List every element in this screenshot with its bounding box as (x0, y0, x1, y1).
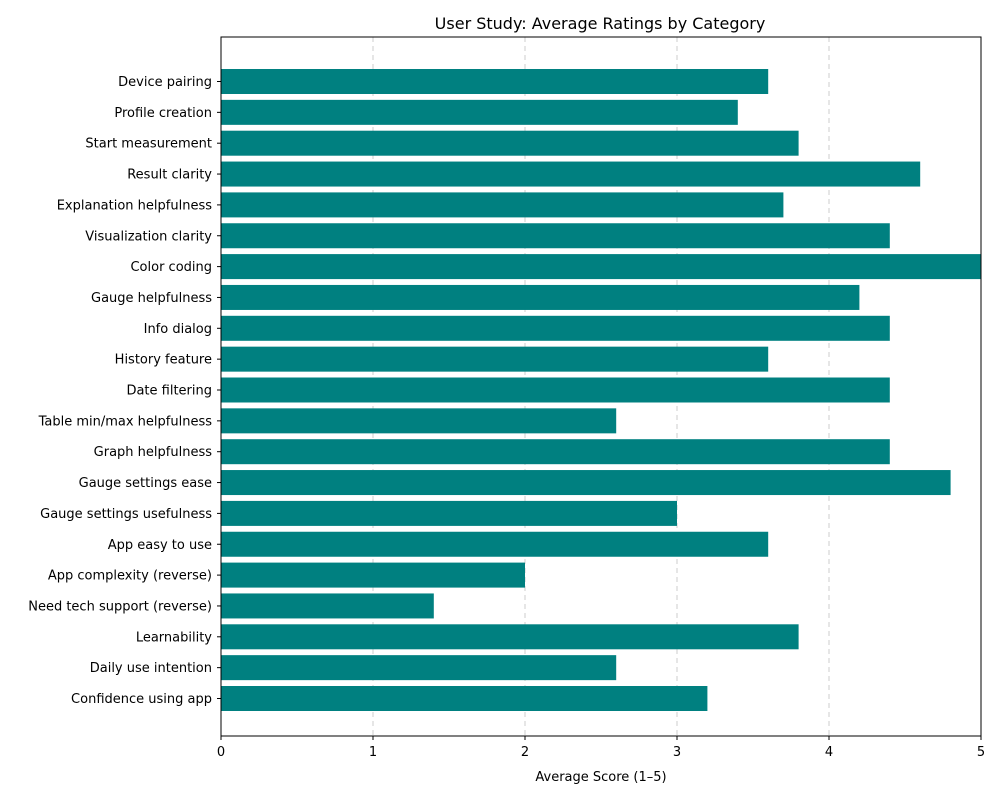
x-tick-label: 4 (825, 745, 833, 760)
x-tick-label: 2 (521, 745, 529, 760)
y-tick-label: Confidence using app (71, 692, 212, 707)
x-tick-label: 1 (369, 745, 377, 760)
y-tick-label: Date filtering (126, 384, 212, 399)
x-tick-label: 3 (673, 745, 681, 760)
bar (221, 161, 921, 187)
bar (221, 470, 951, 496)
bars (221, 69, 981, 711)
y-tick-label: Result clarity (127, 168, 212, 183)
bar (221, 223, 890, 249)
bar (221, 562, 525, 588)
plot-frame (220, 36, 982, 737)
y-tick-label: Need tech support (reverse) (28, 599, 212, 614)
y-tick-label: Gauge helpfulness (91, 291, 212, 306)
bar (221, 655, 617, 681)
y-tick-label: Start measurement (85, 137, 212, 152)
y-tick-label: Graph helpfulness (94, 445, 213, 460)
bar (221, 624, 799, 650)
bar (221, 130, 799, 156)
bar (221, 408, 617, 434)
y-tick-label: Gauge settings ease (79, 476, 212, 491)
bar (221, 192, 784, 218)
x-tick-label: 0 (217, 745, 225, 760)
y-tick-label: Color coding (130, 260, 212, 275)
y-tick-label: Device pairing (118, 75, 212, 90)
bar (221, 439, 890, 465)
bar (221, 500, 677, 526)
bar (221, 315, 890, 341)
x-axis-ticks: 0 1 2 3 4 5 (217, 736, 985, 760)
y-tick-label: Table min/max helpfulness (38, 414, 213, 429)
x-tick-label: 5 (977, 745, 985, 760)
bar (221, 346, 769, 372)
y-tick-label: App complexity (reverse) (48, 569, 212, 584)
chart-title: User Study: Average Ratings by Category (435, 14, 766, 33)
bar (221, 284, 860, 310)
y-tick-label: Info dialog (144, 322, 212, 337)
y-tick-label: Profile creation (114, 106, 212, 121)
y-tick-label: Explanation helpfulness (57, 198, 213, 213)
bar (221, 686, 708, 711)
x-axis-label: Average Score (1–5) (535, 770, 666, 785)
y-tick-label: History feature (115, 353, 212, 368)
bar (221, 99, 738, 125)
y-axis-ticks: Device pairing Profile creation Start meas… (28, 75, 221, 707)
y-tick-label: Daily use intention (90, 661, 212, 676)
y-tick-label: Visualization clarity (85, 229, 212, 244)
bar (221, 531, 769, 557)
bar (221, 69, 769, 94)
bar (221, 377, 890, 403)
bar (221, 254, 981, 280)
y-tick-label: Learnability (136, 630, 212, 645)
y-tick-label: Gauge settings usefulness (40, 507, 212, 522)
bar (221, 593, 434, 619)
y-tick-label: App easy to use (108, 538, 212, 553)
